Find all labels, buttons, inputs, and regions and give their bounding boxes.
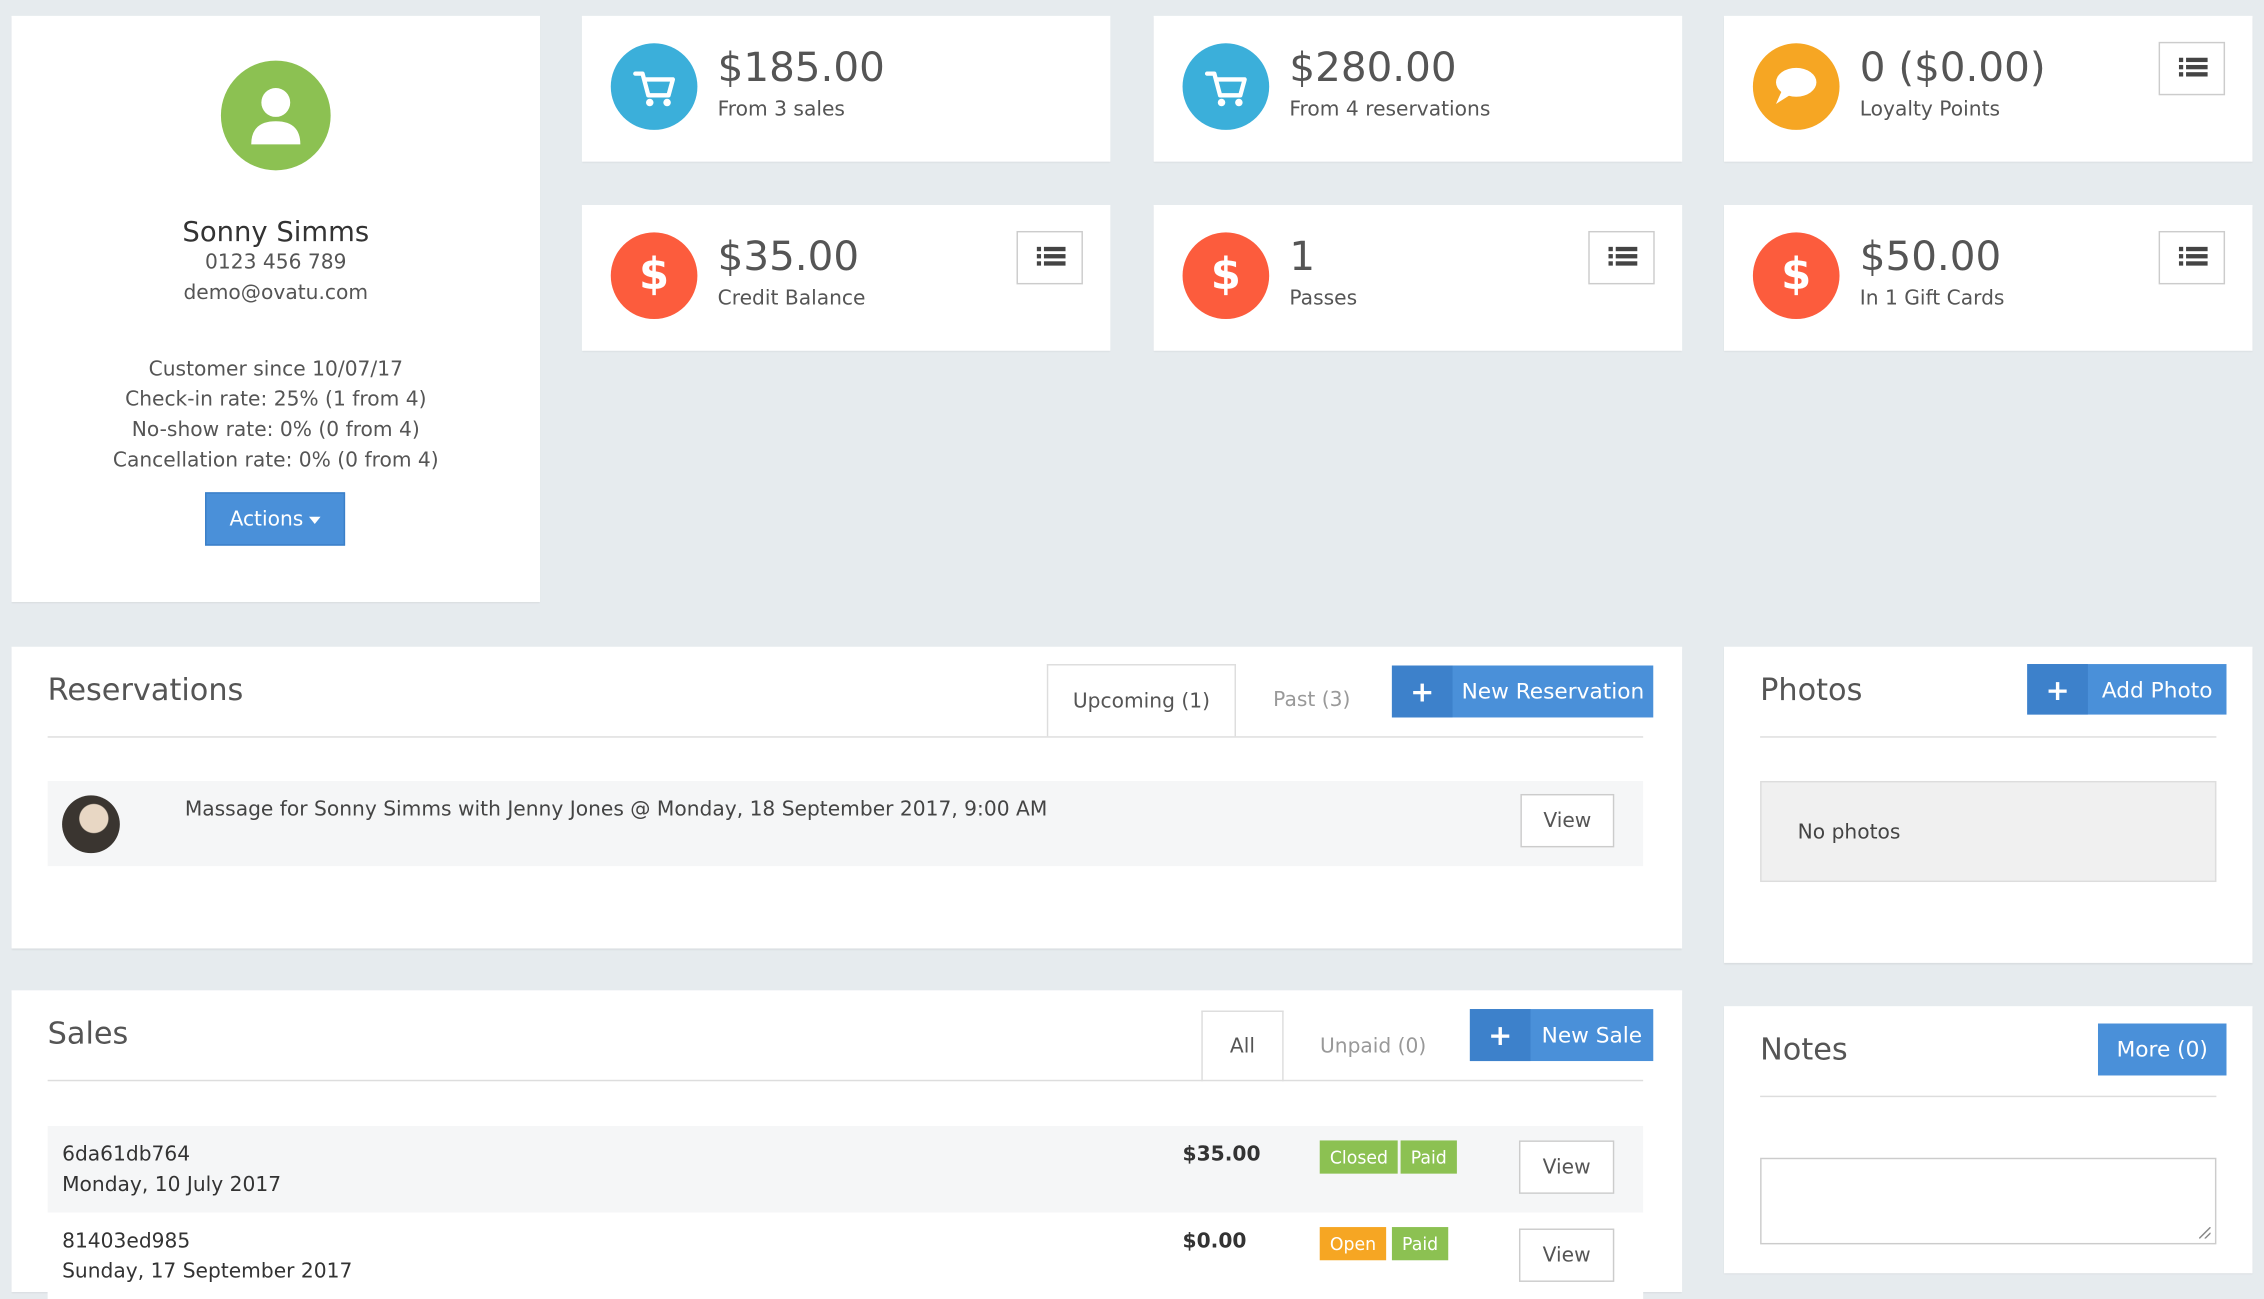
stat-value: 0 ($0.00) <box>1859 43 2046 91</box>
notes-textarea[interactable] <box>1760 1157 2217 1245</box>
view-sale-button[interactable]: View <box>1518 1140 1615 1194</box>
view-sale-button[interactable]: View <box>1518 1228 1615 1282</box>
stat-card-credit: $ $35.00 Credit Balance <box>581 204 1111 351</box>
plus-icon: + <box>1391 665 1453 718</box>
new-reservation-button[interactable]: + New Reservation <box>1391 665 1654 718</box>
stat-card-passes: $ 1 Passes <box>1153 204 1683 351</box>
list-icon <box>2178 246 2208 266</box>
stat-label: Credit Balance <box>717 287 866 311</box>
tab-unpaid[interactable]: Unpaid (0) <box>1319 1034 1427 1058</box>
list-icon <box>1608 246 1638 266</box>
sales-title: Sales <box>47 1016 129 1051</box>
resize-handle-icon[interactable] <box>2199 1227 2211 1239</box>
stat-card-gift-cards: $ $50.00 In 1 Gift Cards <box>1724 204 2253 351</box>
more-notes-label: More (0) <box>2116 1036 2208 1063</box>
dollar-icon: $ <box>610 232 698 320</box>
dollar-icon: $ <box>1752 232 1840 320</box>
customer-phone: 0123 456 789 <box>205 251 347 275</box>
customer-name: Sonny Simms <box>182 216 370 249</box>
actions-button[interactable]: Actions <box>205 492 346 546</box>
profile-card: Sonny Simms 0123 456 789 demo@ovatu.com … <box>11 15 541 602</box>
stat-label: From 3 sales <box>717 98 845 122</box>
passes-details-button[interactable] <box>1588 230 1655 285</box>
sale-date: Sunday, 17 September 2017 <box>62 1260 353 1284</box>
cancellation-rate: Cancellation rate: 0% (0 from 4) <box>112 448 439 473</box>
more-notes-button[interactable]: More (0) <box>2097 1023 2227 1076</box>
tab-all[interactable]: All <box>1201 1010 1284 1082</box>
customer-since: Customer since 10/07/17 <box>148 358 403 382</box>
stat-value: $280.00 <box>1289 43 1457 91</box>
caret-down-icon <box>309 516 321 525</box>
notes-title: Notes <box>1760 1032 1848 1067</box>
shopping-cart-icon <box>1182 43 1270 130</box>
tab-upcoming[interactable]: Upcoming (1) <box>1046 664 1236 737</box>
sale-id: 81403ed985 <box>62 1229 191 1254</box>
checkin-rate: Check-in rate: 25% (1 from 4) <box>125 388 427 412</box>
divider <box>47 736 1644 738</box>
photos-title: Photos <box>1760 672 1863 708</box>
user-icon <box>251 88 301 145</box>
reservation-text: Massage for Sonny Simms with Jenny Jones… <box>184 798 1048 822</box>
dollar-icon: $ <box>1182 232 1270 320</box>
tab-past[interactable]: Past (3) <box>1273 688 1351 712</box>
stat-value: $185.00 <box>717 43 885 91</box>
payment-badge: Paid <box>1391 1227 1449 1261</box>
status-badge: Closed <box>1319 1140 1399 1174</box>
plus-icon: + <box>1469 1009 1531 1062</box>
list-item: Massage for Sonny Simms with Jenny Jones… <box>47 780 1644 867</box>
stat-label: Loyalty Points <box>1859 98 2001 122</box>
list-icon <box>2178 57 2208 77</box>
table-row: 81403ed985 Sunday, 17 September 2017 $0.… <box>47 1212 1644 1299</box>
list-icon <box>1036 246 1066 266</box>
payment-badge: Paid <box>1400 1140 1457 1174</box>
sale-id: 6da61db764 <box>62 1143 191 1167</box>
reservations-panel: Reservations Upcoming (1) Past (3) + New… <box>11 646 1683 949</box>
sale-date: Monday, 10 July 2017 <box>62 1173 282 1197</box>
stat-card-reservations: $280.00 From 4 reservations <box>1153 15 1683 162</box>
loyalty-details-button[interactable] <box>2158 41 2226 96</box>
stat-label: From 4 reservations <box>1289 98 1491 122</box>
add-photo-button[interactable]: + Add Photo <box>2027 664 2227 715</box>
speech-bubble-icon <box>1752 43 1840 130</box>
divider <box>1760 736 2217 738</box>
divider <box>47 1079 1644 1082</box>
no-photos-placeholder: No photos <box>1760 780 2217 883</box>
photos-panel: Photos + Add Photo No photos <box>1724 646 2253 963</box>
sales-panel: Sales All Unpaid (0) + New Sale 6da61db7… <box>11 990 1683 1299</box>
sale-amount: $0.00 <box>1182 1229 1247 1254</box>
stat-card-sales: $185.00 From 3 sales <box>581 15 1111 162</box>
noshow-rate: No-show rate: 0% (0 from 4) <box>131 418 420 442</box>
new-sale-button[interactable]: + New Sale <box>1469 1009 1654 1062</box>
credit-details-button[interactable] <box>1016 230 1083 285</box>
actions-label: Actions <box>229 507 304 531</box>
add-photo-label: Add Photo <box>2101 676 2213 703</box>
plus-icon: + <box>2027 664 2088 715</box>
stat-card-loyalty: 0 ($0.00) Loyalty Points <box>1724 15 2253 162</box>
stat-label: In 1 Gift Cards <box>1859 287 2005 311</box>
new-reservation-label: New Reservation <box>1461 678 1645 705</box>
stat-value: 1 <box>1289 232 1316 281</box>
staff-avatar <box>62 795 120 854</box>
new-sale-label: New Sale <box>1541 1022 1643 1049</box>
table-row: 6da61db764 Monday, 10 July 2017 $35.00 C… <box>47 1126 1644 1213</box>
stat-value: $35.00 <box>717 232 860 281</box>
shopping-cart-icon <box>610 43 698 130</box>
stat-value: $50.00 <box>1859 232 2002 281</box>
reservations-title: Reservations <box>47 672 244 708</box>
divider <box>1760 1095 2217 1098</box>
gift-cards-details-button[interactable] <box>2158 230 2226 285</box>
status-badge: Open <box>1319 1227 1387 1261</box>
avatar <box>220 60 331 171</box>
notes-panel: Notes More (0) <box>1724 1006 2253 1274</box>
stat-label: Passes <box>1289 287 1358 311</box>
view-reservation-button[interactable]: View <box>1520 793 1615 848</box>
sale-amount: $35.00 <box>1182 1143 1261 1167</box>
customer-email: demo@ovatu.com <box>183 281 369 305</box>
